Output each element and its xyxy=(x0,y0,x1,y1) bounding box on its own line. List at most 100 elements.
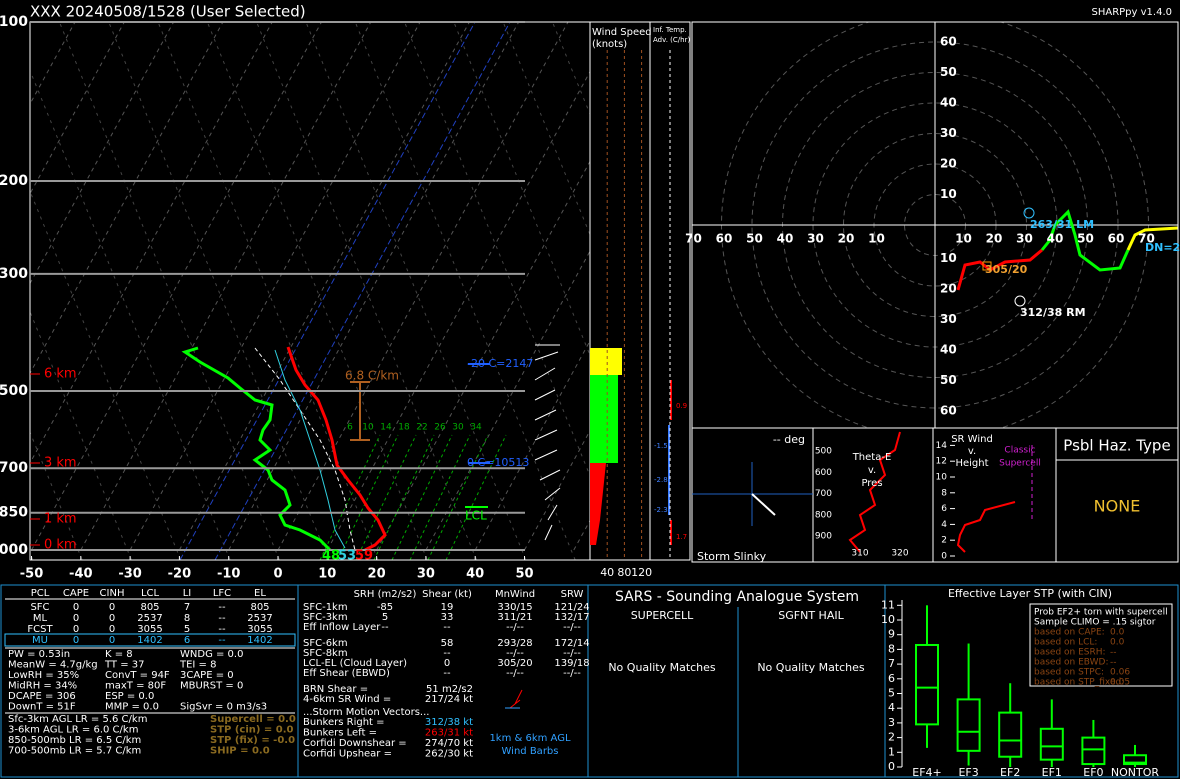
lapse-rate: 700-500mb LR = 5.7 C/km xyxy=(8,746,141,757)
table-cell: 3055 xyxy=(137,624,162,635)
panel-title: Inf. Temp. xyxy=(653,26,687,34)
table-cell: 0 xyxy=(444,658,450,669)
isotherm xyxy=(228,22,520,551)
theta-tick: 310 xyxy=(851,549,868,559)
index: MidRH = 34% xyxy=(8,681,77,692)
surface-wetbulb: 53 xyxy=(338,549,356,564)
ring-label: 30 xyxy=(807,232,824,246)
table-header: CAPE xyxy=(63,588,89,599)
mixing-ratio-line xyxy=(427,434,489,560)
isotherm xyxy=(326,70,590,551)
mean-wind-marker xyxy=(982,261,992,271)
table-header: SRH (m2/s2) xyxy=(354,589,417,600)
ring-label: 40 xyxy=(940,343,957,357)
right-mover-marker xyxy=(1014,295,1026,307)
y-tick-label: 1 xyxy=(888,745,895,758)
temperature-label: 50 xyxy=(515,567,533,582)
reference-label: Classic xyxy=(1004,446,1035,456)
panel-title: Wind Speed xyxy=(592,27,652,38)
wetbulb-trace xyxy=(274,349,346,549)
table-cell: 58 xyxy=(441,638,454,649)
ring-label: 70 xyxy=(1138,232,1155,246)
temperature-label: -20 xyxy=(168,567,192,582)
hodo-trace xyxy=(1126,226,1178,251)
mixing-ratio-line xyxy=(355,434,417,560)
index: TT = 37 xyxy=(104,660,145,671)
index: MeanW = 4.7g/kg xyxy=(8,660,98,671)
table-cell: 33 xyxy=(441,612,454,623)
y-tick-label: 9 xyxy=(888,628,895,641)
pressure-tick: 900 xyxy=(815,532,832,542)
table-cell: 0 xyxy=(73,602,79,613)
window-title: XXX 20240508/1528 (User Selected) xyxy=(30,3,306,21)
table-cell: 6 xyxy=(184,635,190,646)
composite: STP (fix) = -0.0 xyxy=(210,735,295,746)
advection-value: -2.8 xyxy=(654,476,668,484)
speed-band xyxy=(590,375,618,463)
dry-adiabat xyxy=(404,22,590,477)
table-cell: 3055 xyxy=(247,624,272,635)
pressure-tick: 500 xyxy=(815,447,832,457)
height-tick-label: 14 xyxy=(936,441,948,451)
lcl-label: LCL xyxy=(465,509,487,523)
ring-label: 40 xyxy=(777,232,794,246)
height-tick-label: 10 xyxy=(936,473,948,483)
mixing-ratio-line xyxy=(391,434,453,560)
speed-band xyxy=(590,348,622,375)
y-tick-label: 0 xyxy=(888,760,895,773)
ring-label: 50 xyxy=(1077,232,1094,246)
ring-label: 40 xyxy=(940,96,957,110)
table-cell: 132/17 xyxy=(554,612,589,623)
legend-value: 0.05 xyxy=(1110,678,1130,688)
dry-adiabat xyxy=(30,189,182,560)
hazard-frame xyxy=(1055,427,1179,563)
ring-label: 60 xyxy=(1108,232,1125,246)
ring-label: 10 xyxy=(940,251,957,265)
table-cell: 0 xyxy=(109,613,115,624)
index: TEI = 8 xyxy=(179,660,216,671)
mean-wind: 305/20 xyxy=(985,263,1028,276)
parcel-trace xyxy=(254,347,356,551)
stp-legend-frame xyxy=(1029,603,1173,687)
advection-frame xyxy=(649,21,691,561)
table-cell: 805 xyxy=(140,602,159,613)
sars-title: SARS - Sounding Analogue System xyxy=(615,589,859,605)
table-cell: -- xyxy=(218,602,226,613)
ring-label: 60 xyxy=(716,232,733,246)
composite: Supercell = 0.0 xyxy=(210,714,296,725)
table-header: MnWind xyxy=(495,589,535,600)
mixing-ratio-label: 22 xyxy=(416,423,427,433)
temperature-label: -50 xyxy=(20,567,44,582)
table-cell: 172/14 xyxy=(554,638,589,649)
height-tick-label: 0 xyxy=(941,552,947,562)
ring-label: 40 xyxy=(1047,232,1064,246)
isotherm xyxy=(80,22,372,551)
freezing-level: 0 C=10513 xyxy=(467,456,529,469)
temperature-label: -30 xyxy=(118,567,142,582)
isotherm xyxy=(376,160,590,551)
dry-adiabat xyxy=(256,22,478,560)
table-cell: -85 xyxy=(377,602,393,613)
composite: SHIP = 0.0 xyxy=(210,746,270,757)
isotherm xyxy=(30,22,273,465)
y-tick-label: 3 xyxy=(888,716,895,729)
lapse-rate: 3-6km AGL LR = 6.0 C/km xyxy=(8,725,138,736)
theta-trace xyxy=(848,431,901,553)
height-tick-label: 8 xyxy=(941,488,947,498)
table-cell: 263/31 kt xyxy=(425,728,473,739)
table-cell: 5 xyxy=(382,612,388,623)
table-header: SRW xyxy=(561,589,584,600)
dry-adiabat xyxy=(206,22,428,560)
dry-adiabat xyxy=(108,22,330,560)
ring-label: 20 xyxy=(838,232,855,246)
legend-title: Prob EF2+ torn with supercell xyxy=(1034,608,1168,618)
box xyxy=(1039,727,1064,761)
pressure-label: 1000 xyxy=(0,542,28,558)
table-cell: -- xyxy=(443,648,451,659)
category-label: EF0 xyxy=(1083,766,1103,779)
barb-icon xyxy=(509,689,523,709)
table-cell: 312/38 kt xyxy=(425,717,473,728)
left-mover-marker xyxy=(1023,207,1035,219)
index: WNDG = 0.0 xyxy=(180,649,243,660)
